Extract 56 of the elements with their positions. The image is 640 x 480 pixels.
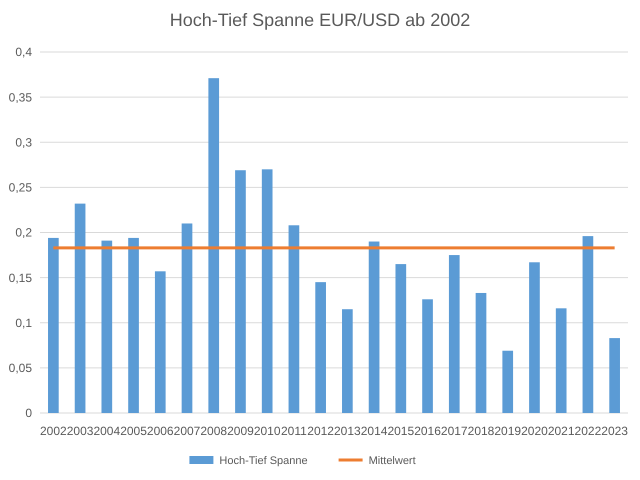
x-tick-label: 2007 (174, 424, 201, 438)
bar (582, 236, 594, 413)
bar (529, 262, 540, 413)
legend-label: Hoch-Tief Spanne (219, 454, 308, 467)
bar (235, 170, 246, 413)
x-tick-label: 2009 (227, 424, 254, 438)
bar (609, 338, 620, 413)
bar (368, 242, 380, 413)
x-tick-label: 2017 (440, 424, 468, 438)
x-tick-label: 2012 (307, 424, 334, 438)
x-tick-label: 2016 (414, 424, 442, 438)
x-tick-label: 2023 (601, 424, 628, 438)
y-tick-label: 0,35 (8, 90, 32, 104)
bar (476, 292, 486, 413)
bar (48, 238, 59, 413)
y-tick-label: 0,1 (15, 316, 32, 330)
legend-label: Mittelwert (368, 454, 416, 467)
x-tick-label: 2018 (468, 424, 495, 438)
y-tick-label: 0,3 (15, 135, 32, 150)
x-tick-label: 2022 (574, 424, 602, 438)
y-tick-label: 0,4 (15, 45, 32, 60)
x-tick-label: 2014 (360, 424, 388, 438)
y-tick-label: 0,05 (8, 361, 32, 376)
x-tick-label: 2013 (334, 424, 362, 438)
x-tick-label: 2021 (548, 424, 575, 438)
x-tick-label: 2015 (387, 424, 414, 438)
x-tick-label: 2010 (254, 424, 281, 438)
bar (208, 78, 220, 413)
x-tick-label: 2019 (494, 424, 522, 438)
bar (74, 204, 86, 413)
y-tick-label: 0 (25, 406, 32, 420)
bar (315, 282, 326, 413)
y-tick-label: 0,2 (15, 226, 32, 240)
bar (288, 225, 300, 413)
x-tick-label: 2006 (146, 424, 174, 438)
bar (422, 299, 433, 413)
bar (395, 264, 406, 413)
x-tick-label: 2004 (93, 424, 120, 438)
x-tick-label: 2020 (521, 424, 548, 438)
bar (556, 308, 567, 413)
x-tick-label: 2002 (40, 424, 68, 438)
bar (182, 223, 192, 413)
bar (262, 169, 273, 413)
x-tick-label: 2011 (281, 424, 308, 438)
x-tick-label: 2003 (66, 424, 94, 438)
y-tick-label: 0,25 (8, 180, 32, 195)
chart-title: Hoch-Tief Spanne EUR/USD ab 2002 (170, 10, 470, 30)
bar (101, 240, 112, 413)
bar (154, 271, 166, 413)
bar (448, 255, 460, 413)
x-tick-label: 2008 (200, 424, 228, 438)
bar (128, 238, 139, 413)
y-tick-label: 0,15 (8, 270, 32, 285)
bar (342, 309, 353, 413)
bar (502, 350, 514, 413)
x-tick-label: 2005 (120, 424, 148, 438)
